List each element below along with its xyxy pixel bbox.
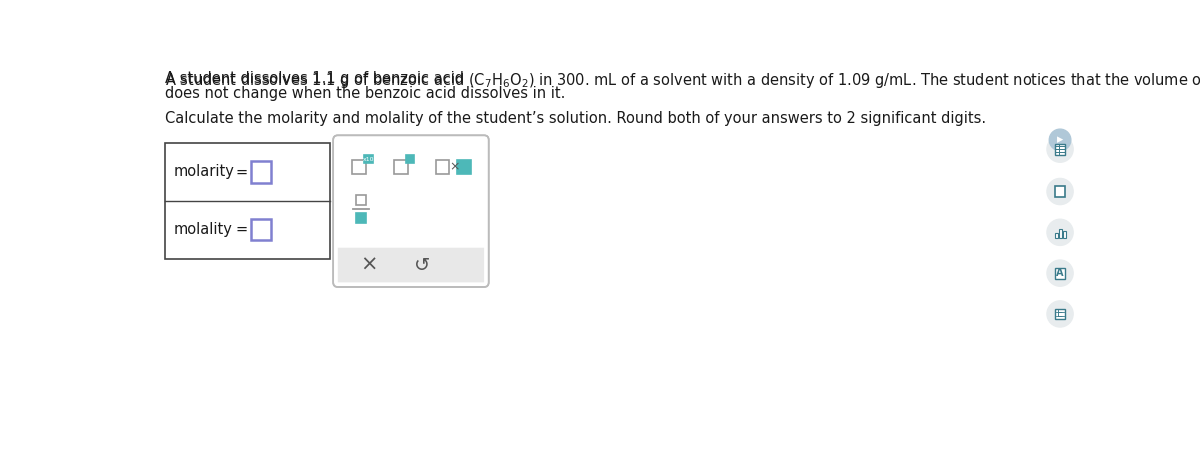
Bar	[1055, 308, 1066, 319]
Text: ×: ×	[449, 160, 460, 174]
Bar	[1060, 229, 1062, 238]
Text: ▸: ▸	[1057, 133, 1063, 147]
Text: molarity: molarity	[174, 165, 235, 179]
Bar	[406, 155, 414, 163]
Text: A student dissolves 1.1 g of benzoic acid: A student dissolves 1.1 g of benzoic aci…	[164, 70, 468, 86]
Text: A student dissolves 1.1 g of benzoic acid $\left(\mathrm{C_7H_6O_2}\right)$ in 3: A student dissolves 1.1 g of benzoic aci…	[164, 70, 1200, 89]
Bar	[1055, 144, 1066, 155]
Circle shape	[1046, 301, 1073, 327]
Circle shape	[1046, 219, 1073, 245]
Bar	[1055, 268, 1066, 279]
Bar	[436, 160, 450, 174]
Circle shape	[1046, 178, 1073, 205]
FancyBboxPatch shape	[334, 135, 488, 287]
Text: ↺: ↺	[414, 255, 431, 274]
FancyBboxPatch shape	[338, 248, 484, 282]
Bar	[457, 160, 472, 174]
Bar	[365, 155, 373, 163]
Text: E: E	[1057, 309, 1063, 319]
Circle shape	[1046, 260, 1073, 286]
Text: x10: x10	[362, 157, 374, 162]
Text: Calculate the molarity and molality of the student’s solution. Round both of you: Calculate the molarity and molality of t…	[164, 111, 985, 126]
Bar	[355, 213, 366, 223]
Bar	[1056, 233, 1058, 238]
Text: molality: molality	[174, 222, 233, 237]
Bar	[353, 160, 366, 174]
Bar	[1063, 231, 1066, 238]
Bar	[394, 160, 408, 174]
Circle shape	[1049, 129, 1070, 151]
Text: ×: ×	[360, 255, 377, 275]
Circle shape	[1046, 136, 1073, 162]
Bar	[251, 219, 271, 240]
Text: does not change when the benzoic acid dissolves in it.: does not change when the benzoic acid di…	[164, 86, 565, 101]
Bar	[355, 195, 366, 205]
Bar	[164, 143, 330, 259]
Text: =: =	[235, 165, 247, 179]
Text: A: A	[1056, 268, 1064, 278]
Text: =: =	[235, 222, 247, 237]
Bar	[1055, 186, 1066, 197]
Bar	[251, 161, 271, 183]
